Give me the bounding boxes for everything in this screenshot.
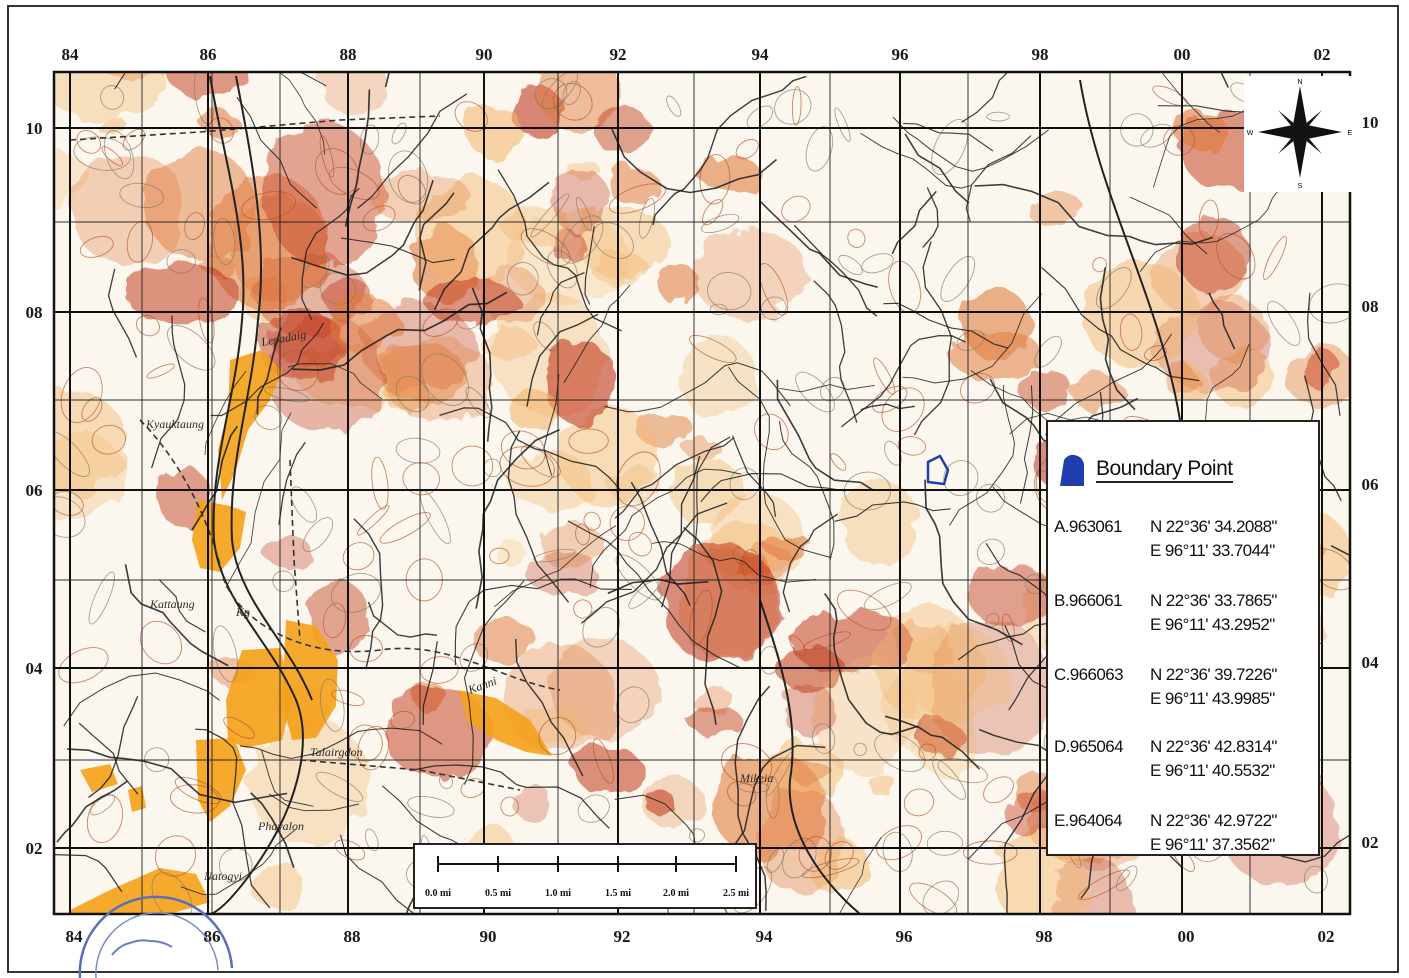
bottom-grid-label: 00 — [1178, 927, 1195, 946]
scale-bar-label: 1.5 mi — [605, 888, 631, 899]
boundary-point-marker — [926, 454, 950, 486]
bottom-grid-label: 96 — [896, 927, 913, 946]
right-grid-label: 08 — [1362, 297, 1379, 316]
right-grid-label: 04 — [1362, 653, 1380, 672]
boundary-point-latitude: N 22°36' 39.7226" — [1150, 665, 1277, 684]
scale-bar-label: 1.0 mi — [545, 888, 571, 899]
place-label: Natogyi — [203, 869, 242, 883]
right-grid-label: 02 — [1362, 833, 1379, 852]
boundary-point-longitude: E 96°11' 43.2952" — [1150, 615, 1275, 634]
bottom-grid-labels: 84 86 88 90 92 94 96 98 00 02 — [66, 927, 1335, 946]
left-grid-labels: 10 08 06 04 02 — [26, 119, 44, 858]
place-label: Kattaung — [149, 597, 195, 611]
boundary-point-swatch-icon — [1060, 454, 1084, 486]
place-label: Mikeia — [739, 771, 773, 785]
top-grid-label: 00 — [1174, 45, 1191, 64]
top-grid-label: 86 — [200, 45, 217, 64]
top-grid-label: 96 — [892, 45, 909, 64]
place-label: Talairgdon — [310, 745, 362, 759]
bottom-grid-label: 92 — [614, 927, 631, 946]
top-grid-label: 84 — [62, 45, 80, 64]
boundary-point-id: A.963061 — [1054, 517, 1123, 536]
legend-point-row: E.964064 N 22°36' 42.9722" E 96°11' 37.356… — [1054, 808, 1277, 858]
compass-west-label: W — [1247, 130, 1254, 137]
boundary-point-latitude: N 22°36' 42.8314" — [1150, 737, 1277, 756]
boundary-point-longitude: E 96°11' 40.5532" — [1150, 761, 1275, 780]
compass-north-label: N — [1297, 79, 1302, 86]
left-grid-label: 04 — [26, 659, 44, 678]
place-label: Kyauktaung — [145, 417, 204, 431]
top-grid-label: 98 — [1032, 45, 1049, 64]
top-grid-label: 90 — [476, 45, 493, 64]
legend-panel: Boundary Point A.963061 N 22°36' 34.2088"… — [1046, 420, 1320, 856]
right-grid-label: 06 — [1362, 475, 1379, 494]
bottom-grid-label: 94 — [756, 927, 774, 946]
legend-title: Boundary Point — [1096, 457, 1233, 483]
left-grid-label: 02 — [26, 839, 43, 858]
boundary-point-longitude: E 96°11' 33.7044" — [1150, 541, 1275, 560]
place-label: Phayalon — [257, 819, 304, 833]
scale-bar: 0.0 mi 0.5 mi 1.0 mi 1.5 mi 2.0 mi 2.5 mi — [413, 843, 757, 909]
left-grid-label: 06 — [26, 481, 43, 500]
right-grid-label: 10 — [1362, 113, 1379, 132]
legend-point-row: B.966061 N 22°36' 33.7865" E 96°11' 43.295… — [1054, 588, 1277, 638]
top-grid-label: 02 — [1314, 45, 1331, 64]
left-grid-label: 08 — [26, 303, 43, 322]
map-neatline — [52, 70, 1352, 916]
place-label: Kg — [235, 605, 250, 619]
boundary-point-latitude: N 22°36' 33.7865" — [1150, 591, 1277, 610]
boundary-point-latitude: N 22°36' 42.9722" — [1150, 811, 1277, 830]
boundary-point-id: B.966061 — [1054, 591, 1123, 610]
bottom-grid-label: 88 — [344, 927, 361, 946]
legend-point-row: A.963061 N 22°36' 34.2088" E 96°11' 33.704… — [1054, 514, 1277, 564]
boundary-point-longitude: E 96°11' 37.3562" — [1150, 835, 1275, 854]
bottom-grid-label: 90 — [480, 927, 497, 946]
bottom-grid-label: 86 — [204, 927, 221, 946]
scale-bar-label: 2.5 mi — [723, 888, 749, 899]
compass-rose-icon: N S W E — [1244, 76, 1356, 192]
top-grid-labels: 84 86 88 90 92 94 96 98 00 02 — [62, 45, 1331, 64]
boundary-point-id: C.966063 — [1054, 665, 1124, 684]
right-grid-labels: 10 08 06 04 02 — [1362, 113, 1380, 852]
top-grid-label: 94 — [752, 45, 770, 64]
bottom-grid-label: 98 — [1036, 927, 1053, 946]
top-grid-label: 92 — [610, 45, 627, 64]
scale-bar-label: 0.0 mi — [425, 888, 451, 899]
compass-south-label: S — [1298, 183, 1303, 190]
legend-point-row: D.965064 N 22°36' 42.8314" E 96°11' 40.553… — [1054, 734, 1277, 784]
boundary-point-longitude: E 96°11' 43.9985" — [1150, 689, 1275, 708]
legend-header: Boundary Point — [1058, 452, 1318, 488]
boundary-point-latitude: N 22°36' 34.2088" — [1150, 517, 1277, 536]
top-grid-label: 88 — [340, 45, 357, 64]
scale-bar-label: 0.5 mi — [485, 888, 511, 899]
boundary-point-id: D.965064 — [1054, 737, 1124, 756]
bottom-grid-label: 02 — [1318, 927, 1335, 946]
scale-bar-label: 2.0 mi — [663, 888, 689, 899]
compass-east-label: E — [1348, 130, 1353, 137]
bottom-grid-label: 84 — [66, 927, 84, 946]
legend-point-row: C.966063 N 22°36' 39.7226" E 96°11' 43.998… — [1054, 662, 1277, 712]
left-grid-label: 10 — [26, 119, 43, 138]
boundary-point-id: E.964064 — [1054, 811, 1123, 830]
seal-stamp — [78, 895, 234, 978]
